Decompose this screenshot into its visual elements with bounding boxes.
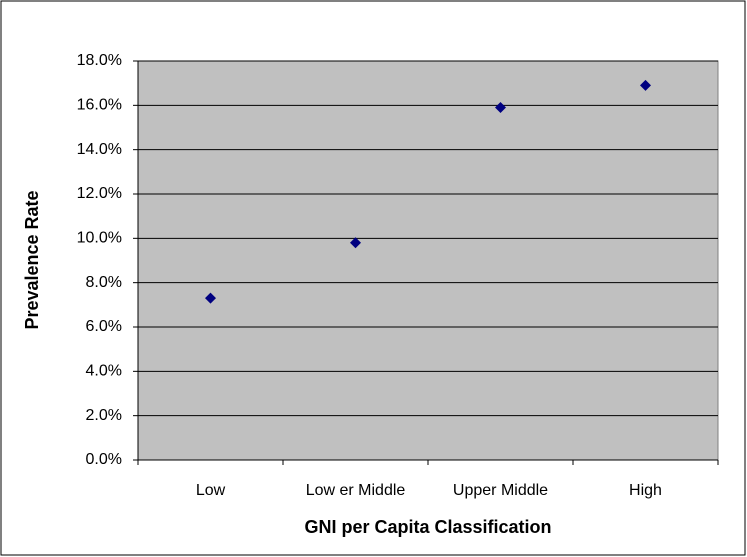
y-axis-title: Prevalence Rate [22, 190, 42, 329]
y-tick-label: 10.0% [77, 230, 122, 247]
y-tick-label: 6.0% [86, 318, 122, 335]
marker [205, 292, 216, 304]
x-tick-label: Upper Middle [453, 482, 548, 499]
marker [350, 237, 361, 249]
marker [495, 102, 506, 114]
y-tick-label: 12.0% [77, 185, 122, 202]
y-tick-label: 4.0% [86, 363, 122, 380]
y-tick-label: 18.0% [77, 52, 122, 69]
y-tick-label: 14.0% [77, 141, 122, 158]
x-tick-label: Low er Middle [306, 482, 406, 499]
y-tick-label: 2.0% [86, 407, 122, 424]
x-axis-title: GNI per Capita Classification [304, 517, 551, 537]
y-tick-label: 0.0% [86, 451, 122, 468]
y-tick-label: 16.0% [77, 97, 122, 114]
marker [640, 79, 651, 91]
plot-area [137, 60, 719, 461]
x-tick-label: High [629, 482, 662, 499]
x-tick-label: Low [196, 482, 226, 499]
y-tick-label: 8.0% [86, 274, 122, 291]
